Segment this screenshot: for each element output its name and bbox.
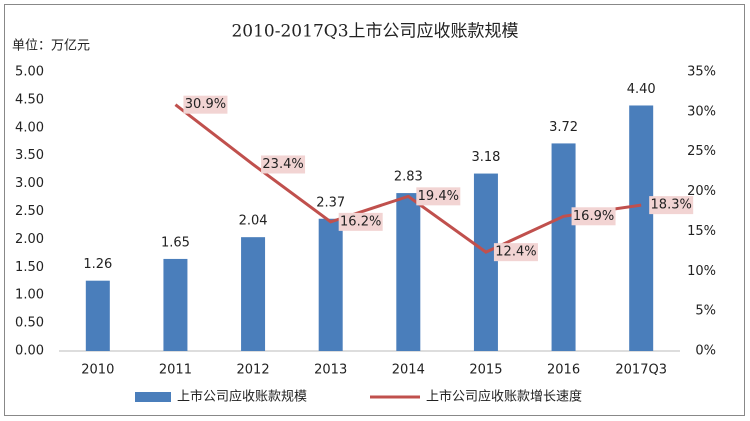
y-tick-label: 2.00 [15, 232, 44, 247]
data-label: 2.04 [239, 214, 268, 229]
x-tick-label: 2013 [314, 363, 347, 378]
y2-tick-label: 35% [687, 65, 716, 80]
bar [318, 218, 343, 351]
y-tick-label: 4.50 [15, 92, 44, 107]
y2-tick-label: 0% [695, 344, 716, 359]
line [174, 103, 642, 254]
x-tick-label: 2014 [392, 363, 425, 378]
x-tick-label: 2017Q3 [615, 363, 667, 378]
bar [241, 237, 266, 351]
bar [473, 173, 498, 351]
y-tick-label: 1.00 [15, 288, 44, 303]
y-tick-label: 0.50 [15, 316, 44, 331]
x-tick-label: 2011 [159, 363, 192, 378]
y2-tick-label: 20% [687, 184, 716, 199]
data-label: 1.65 [161, 235, 190, 250]
data-label: 18.3% [651, 198, 692, 213]
y2-tick-label: 25% [687, 144, 716, 159]
data-label: 3.18 [471, 150, 500, 165]
legend-label: 上市公司应收账款规模 [177, 389, 307, 405]
y-axis-label: 单位：万亿元 [12, 39, 90, 54]
y2-tick-label: 15% [687, 224, 716, 239]
bar [551, 143, 576, 351]
legend-swatch [135, 392, 171, 402]
y-tick-label: 4.00 [15, 120, 44, 135]
y2-tick-label: 5% [695, 304, 716, 319]
data-label-bg [493, 243, 538, 262]
x-tick-label: 2015 [469, 363, 502, 378]
bar [85, 280, 110, 351]
data-label: 30.9% [185, 97, 226, 112]
data-label: 3.72 [549, 120, 578, 135]
data-label: 12.4% [495, 245, 536, 260]
y-tick-label: 5.00 [15, 65, 44, 80]
data-label-bg [571, 207, 616, 226]
data-label: 2.37 [316, 195, 345, 210]
data-label-bg [183, 95, 228, 114]
data-label: 16.2% [340, 214, 381, 229]
legend-label: 上市公司应收账款增长速度 [426, 389, 582, 405]
data-label-bg [416, 187, 461, 206]
data-label-bg [261, 155, 306, 174]
chart-title: 2010-2017Q3上市公司应收账款规模 [231, 22, 518, 42]
data-label-bg [338, 212, 383, 231]
x-tick-label: 2016 [547, 363, 580, 378]
y-tick-label: 0.00 [15, 344, 44, 359]
data-label: 16.9% [573, 209, 614, 224]
data-label: 1.26 [83, 257, 112, 272]
data-label: 4.40 [627, 82, 656, 97]
y-tick-label: 3.00 [15, 176, 44, 191]
bar [396, 193, 421, 351]
data-label: 19.4% [418, 189, 459, 204]
y-tick-label: 1.50 [15, 260, 44, 275]
x-tick-label: 2012 [237, 363, 270, 378]
frame [4, 4, 745, 416]
x-tick-label: 2010 [81, 363, 114, 378]
data-label-bg [649, 196, 694, 215]
y2-tick-label: 30% [687, 104, 716, 119]
y2-tick-label: 10% [687, 264, 716, 279]
data-label: 23.4% [262, 157, 303, 172]
y-tick-label: 3.50 [15, 148, 44, 163]
bar [163, 258, 188, 351]
data-label: 2.83 [394, 170, 423, 185]
bar [629, 105, 654, 351]
y-tick-label: 2.50 [15, 204, 44, 219]
